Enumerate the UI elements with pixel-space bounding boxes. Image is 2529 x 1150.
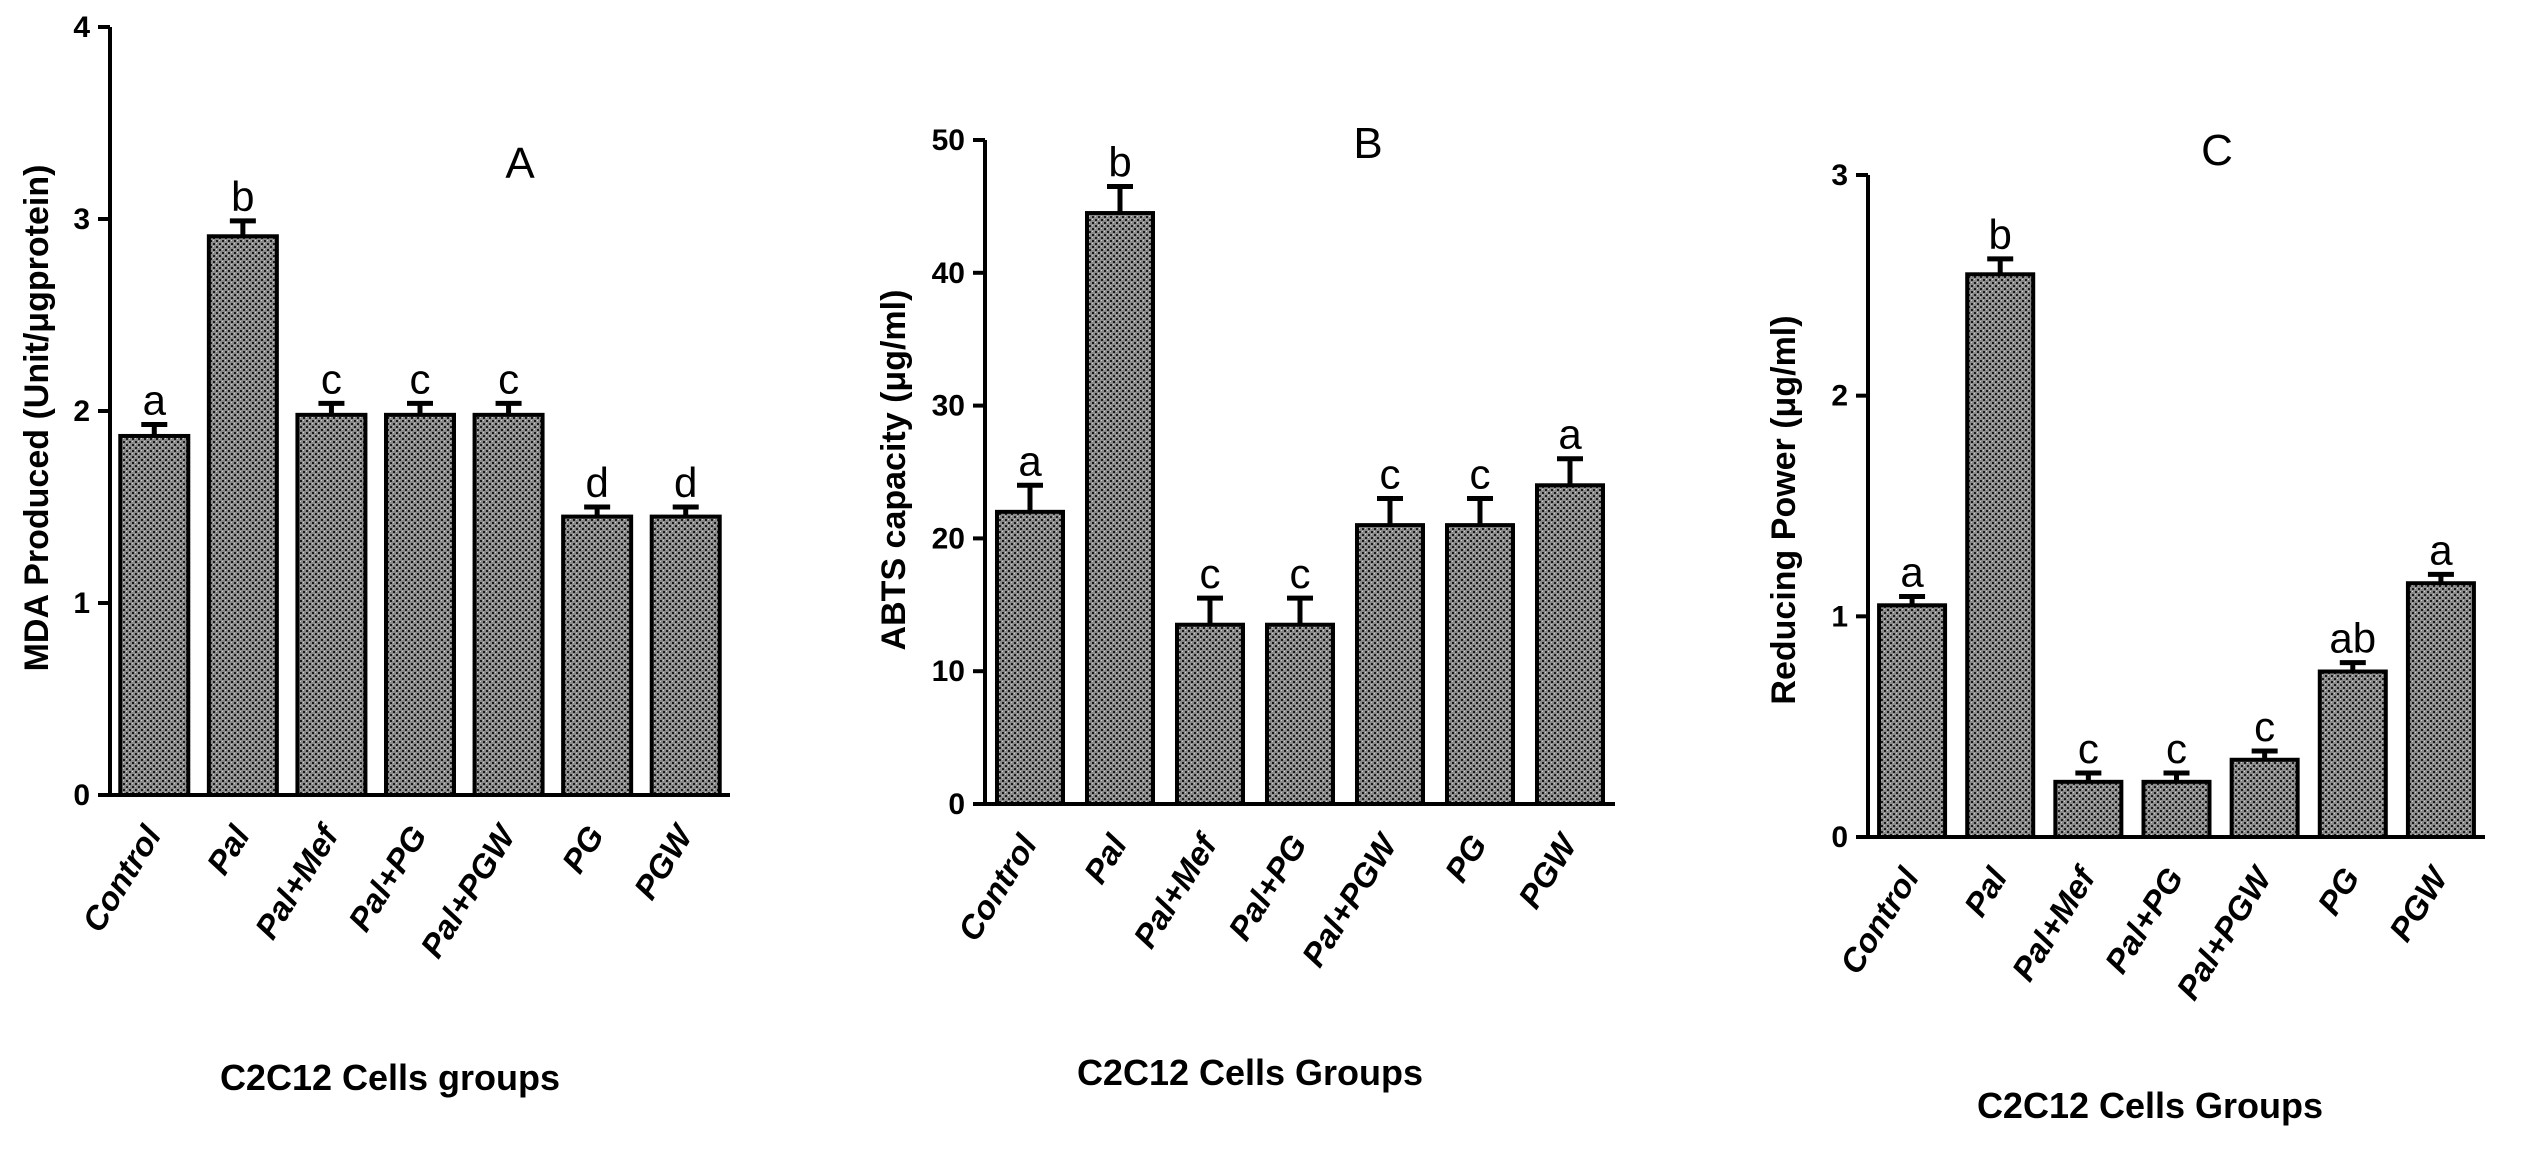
- panel-b-y-tick-label: 30: [932, 390, 965, 423]
- panel-a-category-label: PG: [554, 819, 611, 879]
- panel-a-significance-letter: d: [585, 459, 608, 506]
- panel-c-plot: 0123aControlbPalcPal+MefcPal+PGcPal+PGWa…: [1831, 159, 2485, 1006]
- panel-c-category-label: Pal+Mef: [2004, 859, 2104, 988]
- panel-c-bar: [1877, 603, 1948, 839]
- panel-c-category-label: Control: [1832, 860, 1926, 980]
- panel-c-xlabel: C2C12 Cells Groups: [1977, 1085, 2323, 1126]
- panel-b-y-tick-label: 20: [932, 522, 965, 555]
- panel-c-significance-letter: c: [2078, 725, 2099, 772]
- panel-c-ylabel: Reducing Power (μg/ml): [1765, 315, 1803, 704]
- panel-b-category-label: Control: [950, 827, 1044, 947]
- panel-b-category-label: Pal+PG: [1221, 828, 1314, 946]
- panel-a-bar: [472, 412, 545, 797]
- panel-b: B ABTS capacity (μg/ml) C2C12 Cells Grou…: [875, 119, 1615, 1093]
- panel-c-letter: C: [2201, 126, 2233, 175]
- panel-c-bar: [2229, 757, 2300, 839]
- panel-a-y-tick-label: 4: [73, 11, 90, 44]
- panel-b-plot: 0 10 20 30 40 50 a Control b Pal c Pal+Mef c Pal+PG c P…: [932, 124, 1615, 973]
- panel-c-bar: [2141, 779, 2212, 839]
- panel-a-plot: 01234aControlbPalcPal+MefcPal+PGcPal+PGW…: [73, 11, 730, 964]
- panel-a-bar: [295, 412, 368, 797]
- panel-a-significance-letter: a: [143, 376, 167, 423]
- panel-b-category-label: Pal: [1076, 827, 1134, 889]
- panel-b-bar: [1085, 211, 1155, 807]
- panel-a-y-tick-label: 1: [73, 587, 90, 620]
- panel-a-significance-letter: c: [498, 355, 519, 402]
- panel-a-bar: [384, 412, 456, 797]
- panel-a-category-label: PGW: [627, 817, 702, 906]
- panel-b-xlabel: C2C12 Cells Groups: [1077, 1052, 1423, 1093]
- panel-b-significance-letter: c: [1380, 451, 1401, 498]
- panel-b-letter: B: [1353, 119, 1382, 168]
- panel-a-significance-letter: c: [321, 355, 342, 402]
- panel-a-category-label: Pal: [199, 818, 257, 880]
- panel-c-category-label: Pal+PG: [2097, 861, 2190, 979]
- panel-c-y-tick-label: 2: [1831, 380, 1848, 413]
- panel-a-bar: [118, 433, 191, 797]
- panel-a-bar: [206, 234, 279, 797]
- panel-b-category-label: Pal+Mef: [1126, 826, 1226, 955]
- panel-a-y-tick-label: 3: [73, 203, 90, 236]
- panel-a: A MDA Produced (Unit/μgprotein) C2C12 Ce…: [18, 11, 730, 1098]
- panel-b-bar: [1265, 622, 1335, 806]
- panel-b-significance-letter: c: [1470, 451, 1491, 498]
- panel-b-category-label: PGW: [1511, 826, 1586, 915]
- panel-b-significance-letter: b: [1108, 138, 1131, 185]
- panel-b-significance-letter: c: [1290, 550, 1311, 597]
- panel-b-y-tick-label: 40: [932, 257, 965, 290]
- panel-a-significance-letter: b: [231, 173, 254, 220]
- panel-c-bar: [2317, 669, 2388, 839]
- panel-a-y-tick-label: 2: [73, 395, 90, 428]
- panel-a-bar: [561, 514, 634, 797]
- panel-c-significance-letter: c: [2254, 703, 2275, 750]
- panel-a-category-label: Pal+PG: [341, 819, 434, 937]
- panel-c-significance-letter: b: [1989, 211, 2012, 258]
- panel-b-bar: [1355, 523, 1425, 806]
- panel-c-significance-letter: ab: [2329, 615, 2376, 662]
- panel-a-letter: A: [505, 139, 535, 188]
- panel-b-bar: [995, 509, 1065, 806]
- panel-c-bar: [1965, 272, 2036, 839]
- panel-b-y-tick-label: 10: [932, 655, 965, 688]
- panel-a-significance-letter: c: [410, 355, 431, 402]
- panel-b-y-tick-label: 0: [948, 788, 965, 821]
- panel-a-ylabel: MDA Produced (Unit/μgprotein): [18, 165, 56, 672]
- panel-b-significance-letter: a: [1558, 411, 1582, 458]
- panel-c-significance-letter: c: [2166, 725, 2187, 772]
- panel-b-bar: [1175, 622, 1245, 806]
- panel-c-y-tick-label: 3: [1831, 159, 1848, 192]
- panel-c-significance-letter: a: [1900, 548, 1924, 595]
- panel-c-bar: [2405, 581, 2476, 839]
- panel-a-xlabel: C2C12 Cells groups: [220, 1057, 560, 1098]
- panel-b-significance-letter: c: [1200, 550, 1221, 597]
- panel-c-y-tick-label: 1: [1831, 600, 1848, 633]
- panel-b-bar: [1535, 483, 1605, 806]
- panel-b-bar: [1445, 523, 1515, 806]
- panel-b-category-label: PG: [1437, 828, 1494, 888]
- panel-b-ylabel: ABTS capacity (μg/ml): [875, 290, 913, 651]
- panel-c-category-label: PG: [2310, 861, 2367, 921]
- panel-b-y-tick-label: 50: [932, 124, 965, 157]
- panel-a-significance-letter: d: [674, 459, 697, 506]
- panel-a-category-label: Pal+Mef: [247, 817, 347, 946]
- panel-c: C Reducing Power (μg/ml) C2C12 Cells Gro…: [1765, 126, 2485, 1126]
- panel-b-significance-letter: a: [1018, 437, 1042, 484]
- panel-c-bar: [2053, 779, 2124, 839]
- panel-c-significance-letter: a: [2429, 526, 2453, 573]
- panel-a-y-tick-label: 0: [73, 779, 90, 812]
- panel-c-category-label: Pal: [1957, 860, 2015, 922]
- panel-c-category-label: PGW: [2382, 859, 2457, 948]
- panel-a-category-label: Control: [75, 818, 169, 938]
- panel-a-bar: [649, 514, 722, 797]
- panel-c-y-tick-label: 0: [1831, 821, 1848, 854]
